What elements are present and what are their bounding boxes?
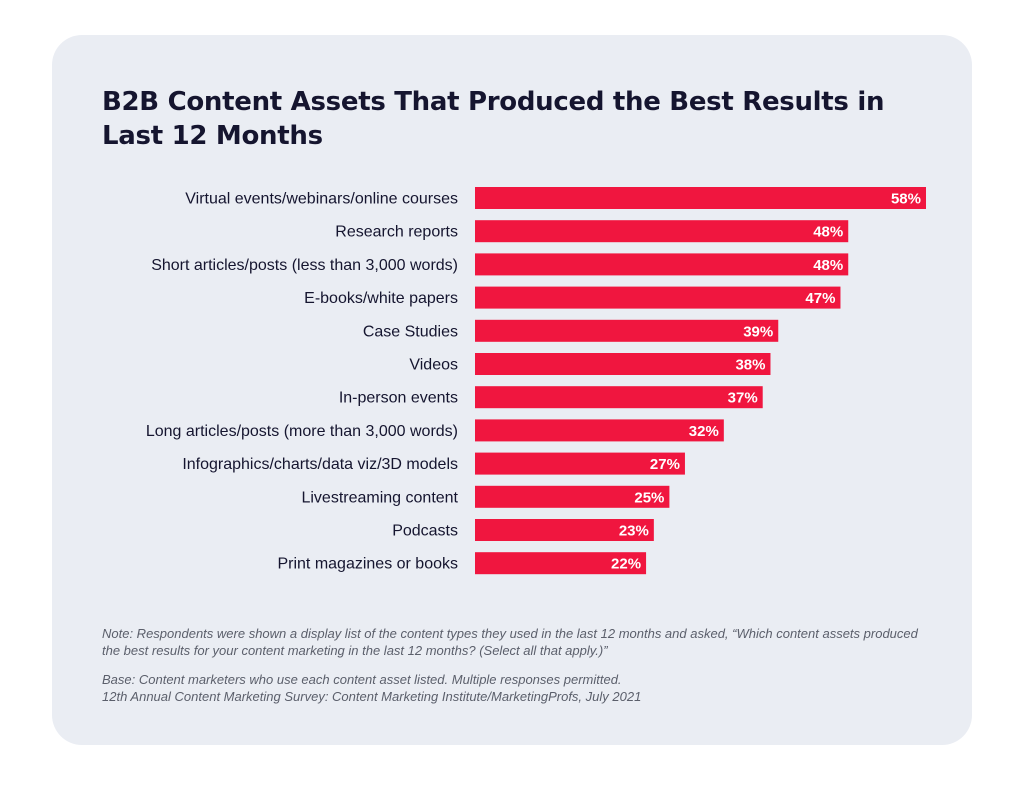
category-label: Case Studies: [363, 323, 458, 340]
bar: [475, 386, 763, 409]
category-label: Podcasts: [392, 523, 458, 540]
category-label: Infographics/charts/data viz/3D models: [182, 456, 458, 473]
chart-card: B2B Content Assets That Produced the Bes…: [52, 35, 972, 745]
value-label: 32%: [689, 423, 719, 440]
category-label: Livestreaming content: [301, 489, 458, 506]
value-label: 38%: [735, 357, 765, 374]
bar: [475, 286, 841, 309]
category-label: Print magazines or books: [277, 556, 458, 573]
category-label: In-person events: [339, 390, 458, 407]
category-label: Research reports: [335, 224, 458, 241]
category-label: E-books/white papers: [304, 290, 458, 307]
source-text: 12th Annual Content Marketing Survey: Co…: [102, 689, 642, 704]
category-label: Long articles/posts (more than 3,000 wor…: [146, 423, 458, 440]
bar: [475, 319, 779, 342]
value-label: 25%: [634, 489, 664, 506]
value-label: 48%: [813, 224, 843, 241]
value-label: 47%: [805, 290, 835, 307]
category-label: Virtual events/webinars/online courses: [185, 191, 458, 208]
category-label: Short articles/posts (less than 3,000 wo…: [151, 257, 458, 274]
bar: [475, 485, 670, 508]
bar-chart: Virtual events/webinars/online courses 58…: [146, 187, 926, 575]
value-label: 48%: [813, 257, 843, 274]
chart-title: B2B Content Assets That Produced the Bes…: [102, 87, 885, 151]
bar: [475, 220, 849, 243]
base-text: Base: Content marketers who use each con…: [102, 672, 622, 687]
value-label: 22%: [611, 556, 641, 573]
value-label: 23%: [619, 523, 649, 540]
value-label: 27%: [650, 456, 680, 473]
bar: [475, 519, 654, 541]
value-label: 39%: [743, 323, 773, 340]
bar: [475, 452, 685, 475]
chart-notes: Note: Respondents were shown a display l…: [102, 625, 932, 717]
value-label: 37%: [728, 390, 758, 407]
value-label: 58%: [891, 191, 921, 208]
bar: [475, 419, 724, 442]
bar: [475, 552, 647, 575]
source-block: Base: Content marketers who use each con…: [102, 671, 932, 705]
category-label: Videos: [409, 357, 458, 374]
note-text: Note: Respondents were shown a display l…: [102, 626, 918, 658]
bar: [475, 253, 849, 276]
bar: [475, 353, 771, 375]
bar: [475, 187, 926, 209]
